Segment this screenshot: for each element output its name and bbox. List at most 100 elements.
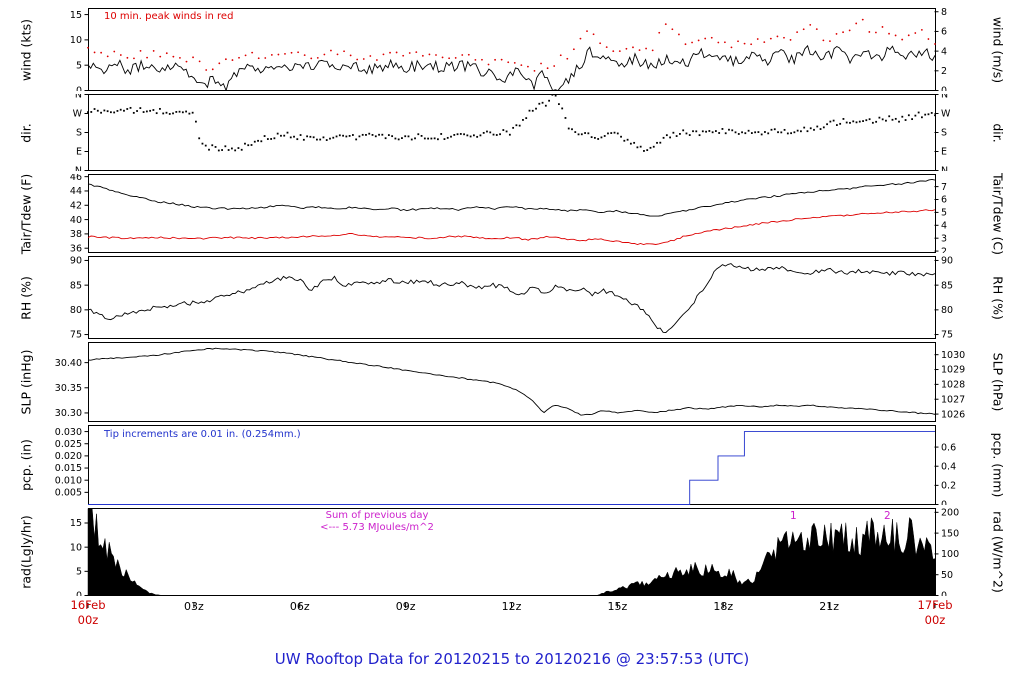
wind-direction-point <box>482 131 485 134</box>
wind-peaks-point <box>257 57 260 60</box>
wind-direction-point <box>257 139 259 142</box>
wind-peaks-point <box>467 53 470 56</box>
wind-direction-point <box>767 132 770 135</box>
wind-direction-point <box>616 132 619 135</box>
wind-direction-point <box>629 142 632 145</box>
wind-direction-point <box>230 147 233 150</box>
wind-peaks-point <box>349 54 352 57</box>
wind-direction-point <box>459 133 462 135</box>
wind-direction-point <box>145 110 148 113</box>
wind-peaks-point <box>723 41 726 44</box>
wind-direction-point <box>250 144 253 146</box>
wind-direction-point <box>584 132 586 134</box>
wind-direction-point <box>705 130 707 133</box>
wind-direction-point <box>358 135 361 138</box>
wind-direction-point <box>649 146 652 149</box>
wind-direction-point <box>819 128 822 130</box>
wind-peaks-point <box>855 22 858 25</box>
wind-direction-point <box>463 133 465 136</box>
wind-peaks-point <box>146 56 148 59</box>
wind-peaks-point <box>487 63 490 66</box>
wind-direction-point <box>407 135 410 138</box>
precip-left-tick-label: 0.015 <box>55 463 82 474</box>
wind-direction-point <box>714 130 717 132</box>
wind-peaks-point <box>270 54 273 56</box>
wind-direction-point <box>822 126 825 129</box>
wind-direction-point <box>266 138 269 140</box>
wind-direction-point <box>790 132 793 135</box>
humidity-left-tick-label: 90 <box>70 256 82 267</box>
humidity-left-tick-label: 75 <box>70 330 82 339</box>
wind-direction-point <box>296 138 299 141</box>
wind-direction-point <box>155 112 158 115</box>
wind-direction-point <box>103 109 106 112</box>
temperature-plot: 46 44 42 40 38 36 7 6 54 3 2 <box>70 174 947 253</box>
wind-direction-point <box>244 142 246 145</box>
wind-direction-point <box>109 111 112 114</box>
wind-direction-point <box>495 134 498 136</box>
wind-direction-point <box>286 131 289 134</box>
wind-peaks-point <box>428 53 431 56</box>
wind-direction-point <box>280 134 282 137</box>
wind-direction-point <box>126 108 129 110</box>
wind-peaks-point <box>796 31 799 34</box>
wind-direction-point <box>531 109 534 112</box>
wind-direction-point <box>927 113 930 116</box>
wind-peaks-point <box>218 62 221 65</box>
wind-direction-point <box>505 130 508 133</box>
wind-peaks-point <box>172 55 175 58</box>
wind-direction-point <box>348 134 351 137</box>
wind-direction-point <box>894 117 897 120</box>
wind-direction-point <box>417 133 420 136</box>
panel-humidity: 90 85 80 75 90 85 80 75 RH (%) RH (%) <box>0 256 1024 339</box>
wind-direction-point <box>430 137 433 140</box>
wind-peaks-point <box>815 28 818 31</box>
wind-direction-point <box>551 94 554 96</box>
wind-direction-point <box>718 132 721 134</box>
precip-right-tick-label: 0 <box>941 500 947 505</box>
wind-peaks-point <box>139 49 142 52</box>
wind-direction-point <box>217 149 220 152</box>
wind-direction-point <box>852 120 855 123</box>
start-hour-label: 00z <box>77 613 99 627</box>
wind-direction-point <box>162 112 165 115</box>
wind-direction-point <box>152 109 155 111</box>
wind-direction-point <box>793 131 796 134</box>
wind-direction-point <box>201 142 204 145</box>
wind-direction-point <box>623 139 626 142</box>
wind-direction-point <box>139 107 142 109</box>
wind-direction-point <box>917 111 920 114</box>
humidity-right-tick-label: 90 <box>941 256 953 267</box>
wind-direction-point <box>721 128 724 130</box>
wind-direction-point <box>613 131 616 134</box>
precip-left-tick-label: 0.010 <box>55 475 82 486</box>
wind-direction-point <box>443 138 446 140</box>
wind-direction-point <box>224 145 227 148</box>
wind-direction-point <box>368 132 371 135</box>
wind-direction-point <box>293 135 295 138</box>
wind-peaks-point <box>533 69 536 72</box>
wind-direction-point <box>270 138 273 140</box>
wind-direction-point <box>855 121 858 124</box>
wind-peaks-point <box>901 38 904 41</box>
wind-peaks-point <box>152 50 155 52</box>
wind-peaks-point <box>113 50 116 53</box>
x-tick-label-12z: 12z <box>501 600 522 613</box>
wind-peaks-point <box>106 55 109 58</box>
wind-direction-point <box>701 130 704 133</box>
wind-peaks-point <box>415 51 418 54</box>
wind-direction-point <box>806 130 809 133</box>
wind-peaks-point <box>87 46 89 49</box>
wind-direction-point <box>345 135 348 138</box>
wind-direction-point <box>316 138 318 141</box>
wind-direction-point <box>669 136 672 139</box>
dir-frame <box>88 94 936 171</box>
wind-direction-point <box>515 124 518 127</box>
wind-direction-point <box>590 136 593 139</box>
wind-direction-point <box>335 135 338 138</box>
wind-direction-point <box>626 138 629 141</box>
x-axis-ticks <box>87 603 936 608</box>
wind-peaks-point <box>809 23 812 26</box>
wind-direction-point <box>881 118 884 121</box>
wind-direction-point <box>273 137 276 140</box>
